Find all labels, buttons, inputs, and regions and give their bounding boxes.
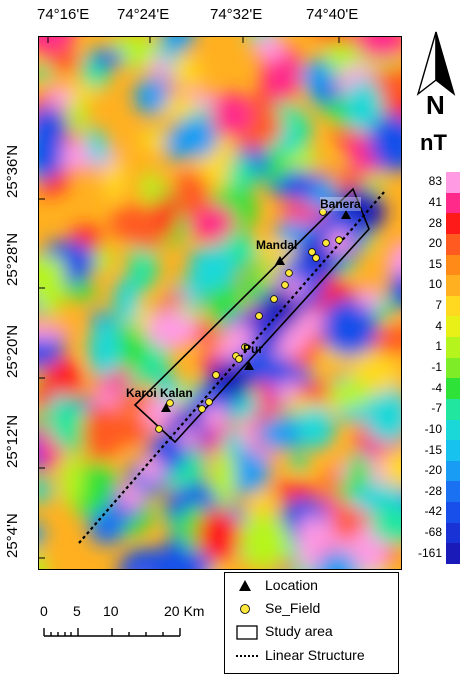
- colorbar-tick-label: 28: [428, 215, 442, 230]
- colorbar-swatch: [446, 502, 460, 523]
- colorbar-swatch: [446, 419, 460, 441]
- place-label-pur: Pur: [243, 342, 264, 356]
- se-field-point: [241, 343, 249, 351]
- location-marker-banera: [341, 210, 351, 219]
- triangle-icon: [239, 580, 251, 591]
- colorbar-tick-label: -68: [424, 525, 442, 540]
- colorbar-tick-label: 10: [428, 277, 442, 292]
- place-label-karoi-kalan: Karoi Kalan: [126, 386, 193, 400]
- lat-label-4: 25°12'N: [4, 414, 21, 468]
- colorbar-tick-label: -1: [431, 360, 442, 374]
- magnetic-anomaly-map: [38, 36, 402, 570]
- lon-label-3: 74°32'E: [210, 6, 263, 23]
- colorbar-swatch: [446, 213, 460, 234]
- colorbar-swatch: [446, 172, 460, 193]
- lon-label-2: 74°24'E: [117, 6, 170, 23]
- colorbar-tick-label: 4: [435, 318, 442, 333]
- se-field-point: [335, 236, 343, 244]
- colorbar: 83 41 28 20 15 10 7 4 1 -1 -4 -7 -10 -15 -20 -28 -42 -68-…: [408, 172, 460, 564]
- scale-label-5: 5: [73, 603, 81, 619]
- colorbar-tick-label: -7: [431, 401, 442, 416]
- colorbar-tick-label: -10: [424, 421, 442, 436]
- north-label: N: [426, 90, 445, 120]
- legend-box: Location Se_Field Study area Linear Stru…: [224, 572, 399, 674]
- colorbar-swatch: [446, 398, 460, 420]
- colorbar-swatch: [446, 233, 460, 255]
- north-arrow-icon: [416, 31, 456, 96]
- colorbar-tick-label: 15: [428, 256, 442, 271]
- colorbar-unit: nT: [420, 130, 447, 155]
- colorbar-swatch: [446, 522, 460, 544]
- location-marker-pur: [244, 361, 254, 370]
- scale-label-10: 10: [103, 603, 119, 619]
- colorbar-tick-label: 20: [428, 236, 442, 251]
- location-marker-mandal: [275, 256, 285, 265]
- se-field-point: [308, 248, 316, 256]
- se-field-point: [322, 239, 330, 247]
- lon-label-4: 74°40'E: [306, 6, 359, 23]
- lon-label-1: 74°16'E: [37, 6, 90, 23]
- yellow-dot-icon: [240, 604, 250, 614]
- colorbar-tick-label: -4: [431, 380, 442, 395]
- se-field-point: [166, 399, 174, 407]
- colorbar-swatch: [446, 357, 460, 379]
- colorbar-swatch: [446, 378, 460, 399]
- se-field-point: [270, 295, 278, 303]
- colorbar-swatch: [446, 543, 460, 564]
- se-field-point: [155, 425, 163, 433]
- colorbar-tick-label: -42: [424, 504, 442, 519]
- colorbar-tick-label: -15: [424, 442, 442, 457]
- colorbar-swatch: [446, 440, 460, 461]
- colorbar-tick-label: -161: [417, 545, 442, 560]
- colorbar-tick-label: 83: [428, 174, 442, 189]
- se-field-point: [319, 208, 327, 216]
- lat-label-3: 25°20'N: [4, 324, 21, 378]
- se-field-point: [212, 371, 220, 379]
- colorbar-swatch: [446, 295, 460, 317]
- scale-bar: [43, 628, 181, 637]
- location-marker-karoi-kalan: [161, 403, 171, 412]
- place-label-banera: Banera: [320, 197, 361, 211]
- se-field-point: [198, 405, 206, 413]
- rectangle-icon: [236, 625, 258, 640]
- scale-label-0: 0: [40, 603, 48, 619]
- colorbar-tick-label: 41: [428, 194, 442, 209]
- colorbar-swatch: [446, 254, 460, 276]
- se-field-point: [255, 312, 263, 320]
- colorbar-swatch: [446, 460, 460, 482]
- se-field-point: [235, 355, 243, 363]
- colorbar-tick-label: 7: [435, 298, 442, 313]
- colorbar-tick-label: -20: [424, 463, 442, 478]
- colorbar-swatch: [446, 316, 460, 338]
- lat-label-5: 25°4'N: [4, 513, 21, 558]
- se-field-point: [312, 254, 320, 262]
- colorbar-tick-label: 1: [435, 339, 442, 354]
- colorbar-swatch: [446, 481, 460, 503]
- scale-label-20: 20 Km: [164, 603, 205, 619]
- colorbar-swatch: [446, 192, 460, 214]
- lat-label-2: 25°28'N: [4, 232, 21, 286]
- colorbar-tick-label: -28: [424, 483, 442, 498]
- place-label-mandal: Mandal: [256, 238, 298, 252]
- se-field-point: [281, 281, 289, 289]
- colorbar-swatch: [446, 337, 460, 358]
- colorbar-swatch: [446, 275, 460, 296]
- se-field-point: [205, 398, 213, 406]
- lat-label-1: 25°36'N: [4, 144, 21, 198]
- dotted-line-icon: [236, 655, 258, 657]
- se-field-point: [285, 269, 293, 277]
